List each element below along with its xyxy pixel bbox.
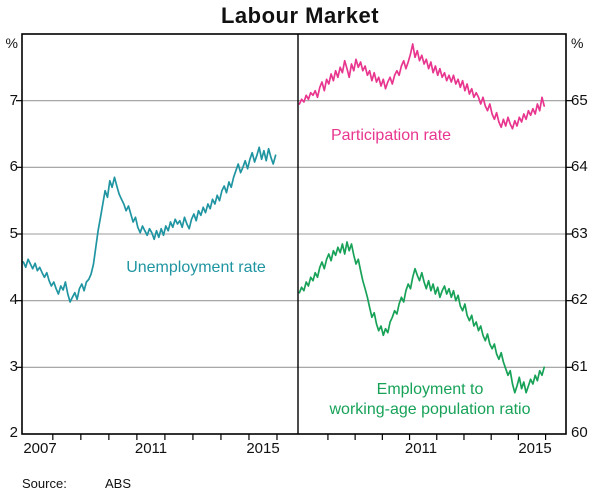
- left-axis-tick-6: 6: [9, 158, 18, 175]
- right-axis-tick-63: 63: [571, 225, 588, 242]
- plot-frame: [21, 33, 567, 435]
- right-axis-tick-61: 61: [571, 358, 588, 375]
- source-label: Source:: [22, 476, 67, 491]
- participation-rate-label: Participation rate: [330, 127, 452, 144]
- x-label-right-2015: 2015: [518, 440, 552, 457]
- x-label-left-2015: 2015: [246, 440, 280, 457]
- right-axis-tick-62: 62: [571, 291, 588, 308]
- x-label-right-2011: 2011: [404, 440, 438, 457]
- employment-ratio-label-line1: Employment to: [376, 381, 484, 398]
- employment-ratio-label: Employment to working-age population rat…: [280, 380, 580, 420]
- series-line-employment: [298, 241, 546, 394]
- right-axis-tick-60: 60: [571, 424, 588, 441]
- x-label-left-2011: 2011: [134, 440, 168, 457]
- source-value: ABS: [105, 476, 132, 491]
- left-axis-unit: %: [5, 35, 18, 51]
- right-axis-unit: %: [571, 35, 584, 51]
- chart-title: Labour Market: [220, 3, 380, 28]
- right-axis-tick-65: 65: [571, 92, 588, 109]
- x-label-left-2007: 2007: [23, 440, 57, 457]
- left-axis-tick-2: 2: [9, 424, 18, 441]
- left-axis-tick-3: 3: [9, 358, 18, 375]
- left-axis-tick-7: 7: [9, 92, 18, 109]
- left-axis-tick-4: 4: [9, 291, 18, 308]
- right-axis-tick-64: 64: [571, 158, 588, 175]
- left-axis-tick-5: 5: [9, 225, 18, 242]
- series-line-participation: [298, 43, 546, 130]
- series-line-unemployment: [22, 146, 277, 303]
- unemployment-rate-label: Unemployment rate: [126, 259, 266, 276]
- employment-ratio-label-line2: working-age population ratio: [329, 401, 531, 418]
